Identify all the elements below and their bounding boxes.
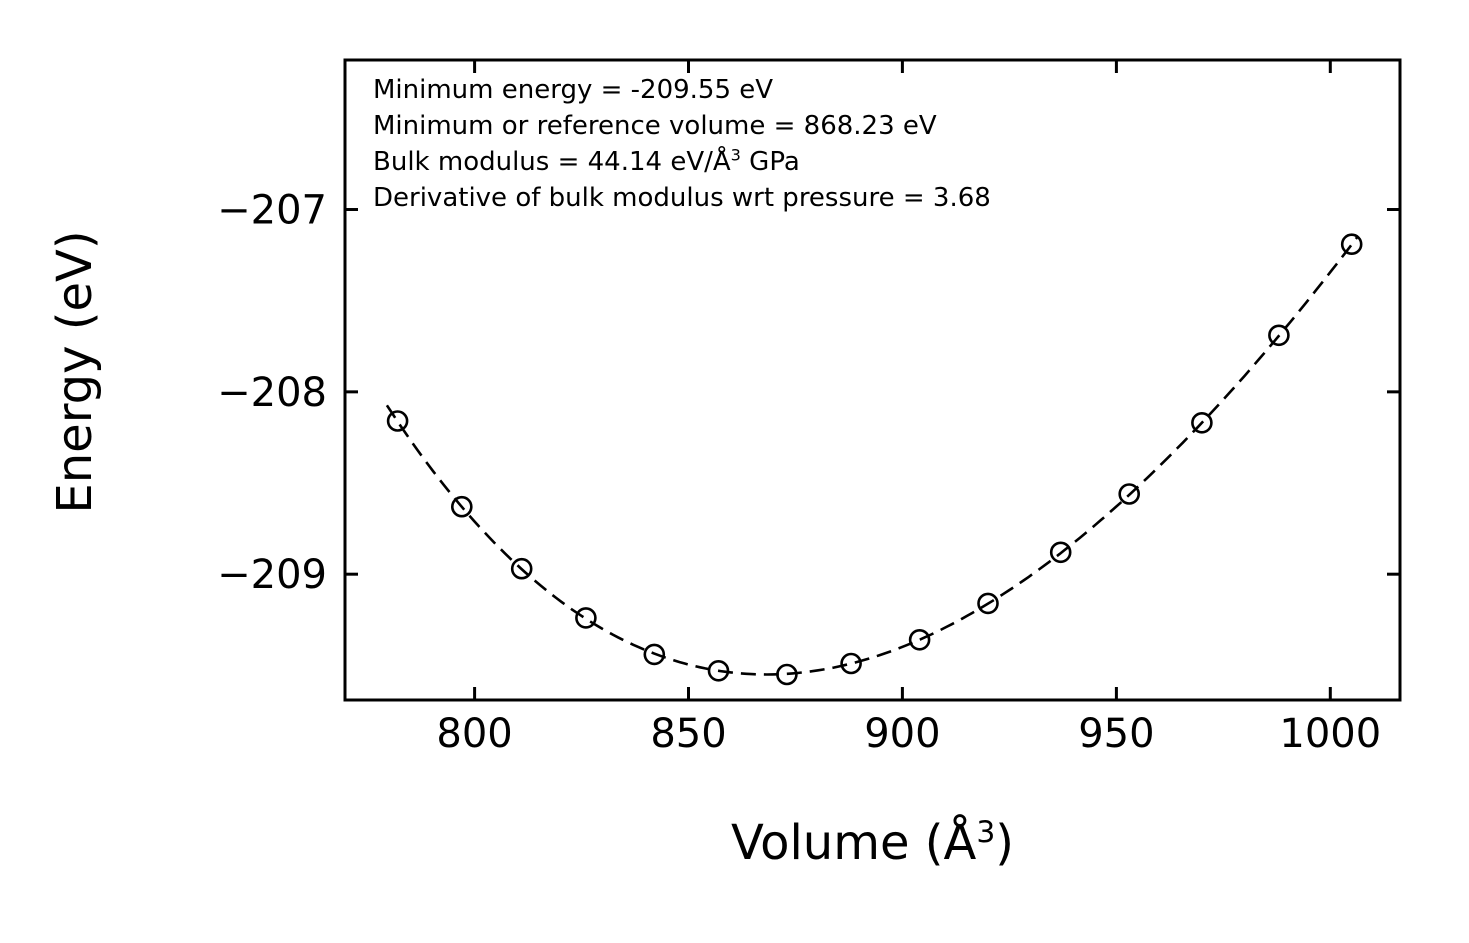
x-axis-label-prefix: Volume (Å xyxy=(730,815,977,871)
x-tick-label: 850 xyxy=(650,711,726,757)
data-point-marker xyxy=(977,592,999,615)
x-axis-label-superscript: 3 xyxy=(976,815,996,850)
x-tick-label: 1000 xyxy=(1279,711,1381,757)
y-tick-label: −209 xyxy=(217,552,327,598)
data-point-marker xyxy=(510,557,533,580)
annotation-bulk-modulus-suffix: GPa xyxy=(740,147,800,177)
data-point-marker xyxy=(1118,483,1140,505)
x-axis-label-suffix: ) xyxy=(995,815,1014,871)
data-point-marker xyxy=(840,652,862,675)
annotation-minimum-energy-text: Minimum energy = -209.55 eV xyxy=(373,75,774,105)
data-point-marker xyxy=(1268,324,1290,347)
annotation-bulk-modulus-derivative-text: Derivative of bulk modulus wrt pressure … xyxy=(373,183,991,213)
x-axis-label: Volume (Å3) xyxy=(345,815,1400,871)
data-point-marker xyxy=(1340,233,1363,255)
x-tick-label: 950 xyxy=(1078,711,1154,757)
eos-fit-curve xyxy=(385,236,1359,676)
data-point-marker xyxy=(450,495,473,518)
y-axis-label: Energy (eV) xyxy=(47,230,103,513)
fit-results-annotation: Minimum energy = -209.55 eV Minimum or r… xyxy=(373,72,991,216)
annotation-bulk-modulus-superscript: 3 xyxy=(730,145,741,165)
annotation-reference-volume: Minimum or reference volume = 868.23 eV xyxy=(373,108,991,144)
y-axis-label-text: Energy (eV) xyxy=(47,230,103,514)
data-point-marker xyxy=(386,410,409,432)
annotation-bulk-modulus-derivative: Derivative of bulk modulus wrt pressure … xyxy=(373,180,991,216)
plot-border xyxy=(343,58,1402,702)
y-tick-label: −207 xyxy=(217,188,327,234)
data-point-marker xyxy=(1191,411,1213,434)
annotation-reference-volume-text: Minimum or reference volume = 868.23 eV xyxy=(373,111,937,141)
data-point-marker xyxy=(575,607,597,629)
x-tick-label: 800 xyxy=(436,711,512,757)
data-point-marker xyxy=(776,663,798,686)
annotation-bulk-modulus-prefix: Bulk modulus = 44.14 eV/Å xyxy=(373,147,731,177)
data-point-marker xyxy=(643,643,666,666)
data-point-marker xyxy=(707,659,730,682)
annotation-minimum-energy: Minimum energy = -209.55 eV xyxy=(373,72,991,108)
x-tick-label: 900 xyxy=(864,711,940,757)
data-point-marker xyxy=(1049,541,1072,564)
y-tick-label: −208 xyxy=(217,370,327,416)
annotation-bulk-modulus: Bulk modulus = 44.14 eV/Å3 GPa xyxy=(373,144,991,180)
data-point-marker xyxy=(908,628,931,651)
